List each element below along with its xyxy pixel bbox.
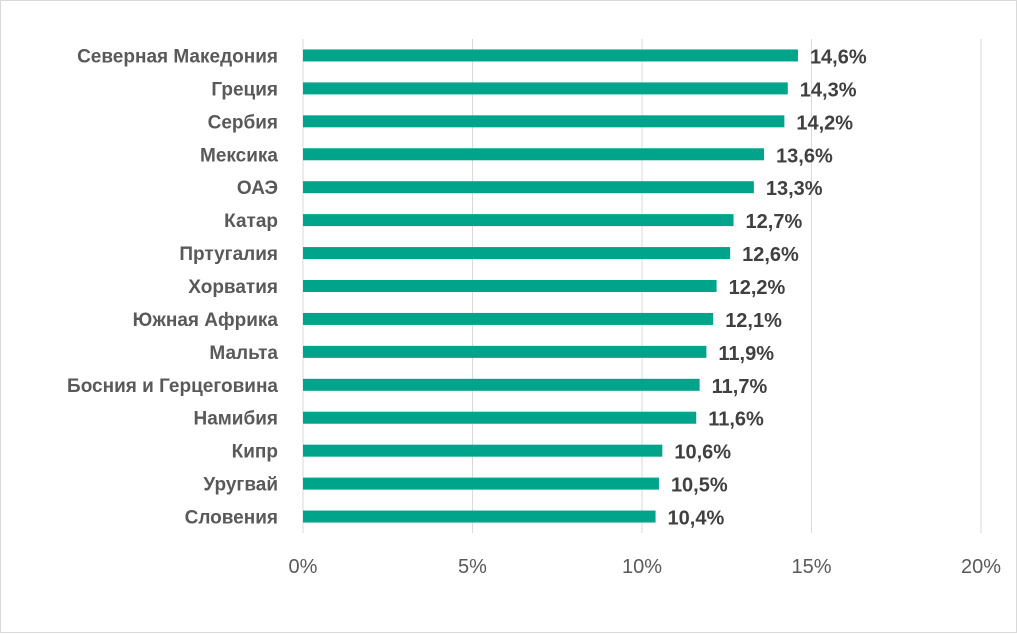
category-label: Катар: [224, 211, 278, 232]
bar: [303, 510, 656, 523]
category-label: Босния и Герцеговина: [67, 376, 278, 397]
bar: [303, 214, 734, 227]
bar: [303, 477, 659, 490]
category-label: ОАЭ: [237, 178, 278, 199]
x-tick-label: 20%: [961, 556, 1001, 578]
x-tick-label: 15%: [791, 556, 831, 578]
bars: [303, 49, 798, 523]
bar: [303, 280, 717, 292]
data-label: 14,3%: [800, 79, 857, 101]
category-label: Уругвай: [203, 475, 278, 496]
x-tick-label: 5%: [458, 556, 487, 578]
category-label: Хорватия: [188, 277, 278, 298]
x-tick-label: 0%: [289, 556, 318, 578]
category-label: Пртугалия: [179, 244, 278, 265]
data-label: 14,2%: [796, 112, 853, 134]
category-label: Словения: [185, 508, 278, 529]
category-label: Южная Африка: [133, 310, 279, 331]
bar: [303, 444, 663, 457]
bar: [303, 82, 788, 95]
bar: [303, 49, 798, 62]
value-labels: 14,6% 14,3% 14,2% 13,6% 13,3% 12,7% 12,6% 12,2%…: [668, 46, 867, 529]
category-label: Сербия: [208, 112, 278, 133]
data-label: 14,6%: [810, 46, 867, 68]
bar: [303, 181, 754, 194]
bar: [303, 378, 700, 391]
data-label: 10,5%: [671, 475, 728, 497]
data-label: 12,2%: [729, 277, 786, 299]
category-label: Кипр: [232, 442, 278, 463]
bar: [303, 312, 714, 325]
bar: [303, 115, 785, 128]
data-label: 13,3%: [766, 178, 823, 200]
bar: [303, 411, 697, 424]
data-label: 10,4%: [668, 508, 725, 530]
data-label: 10,6%: [674, 442, 731, 464]
data-label: 12,7%: [746, 211, 803, 233]
bar: [303, 247, 731, 260]
data-label: 11,7%: [712, 376, 768, 398]
data-label: 12,1%: [725, 310, 782, 332]
x-tick-label: 10%: [622, 556, 662, 578]
category-label: Мексика: [200, 145, 278, 166]
category-label: Греция: [211, 79, 278, 100]
category-label: Мальта: [209, 343, 278, 364]
data-label: 12,6%: [742, 244, 799, 266]
bar: [303, 345, 707, 358]
data-label: 13,6%: [776, 145, 833, 167]
x-axis-tick-labels: 0% 5% 10% 15% 20%: [289, 556, 1002, 578]
data-label: 11,6%: [708, 409, 764, 431]
category-label: Северная Македония: [77, 46, 278, 67]
category-label: Намибия: [193, 409, 278, 430]
data-label: 11,9%: [718, 343, 774, 365]
bar: [303, 148, 765, 161]
category-labels: Северная Македония Греция Сербия Мексика ОАЭ…: [67, 46, 278, 528]
